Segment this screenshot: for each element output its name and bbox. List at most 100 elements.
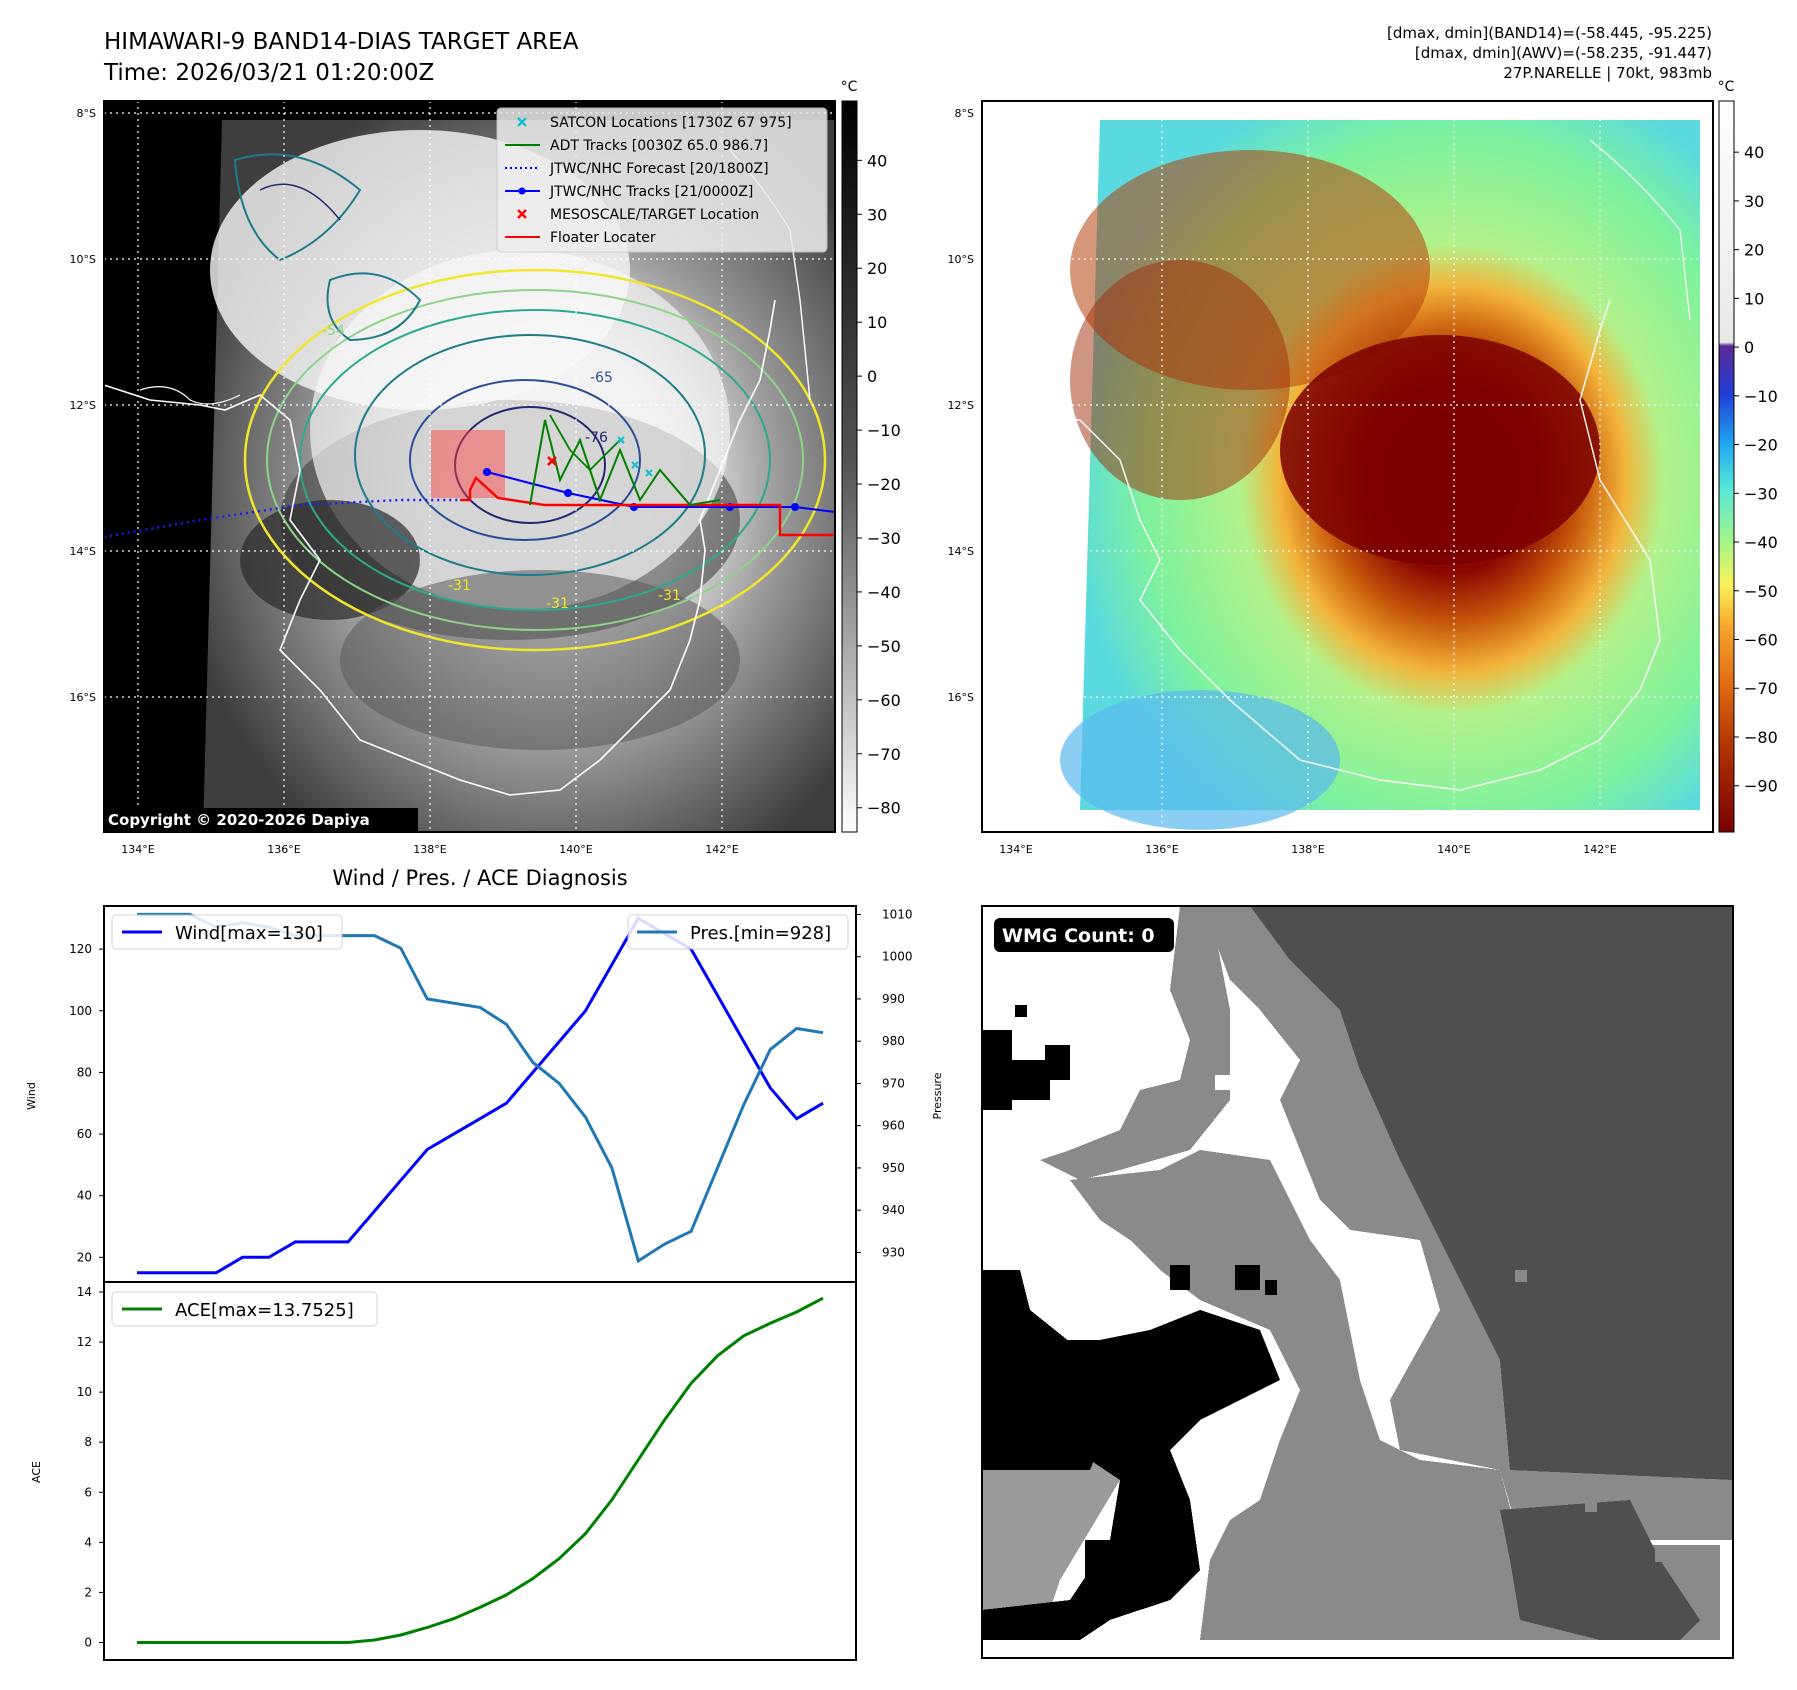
contour-label: -65 (590, 370, 613, 386)
legend-item: MESOSCALE/TARGET Location (517, 207, 759, 223)
pressure-legend: Pres.[min=928] (690, 923, 831, 944)
y-tick-label: 14 (77, 1285, 92, 1299)
legend-label: MESOSCALE/TARGET Location (550, 207, 759, 223)
colorbar-tick-label: −10 (1744, 387, 1778, 406)
colorbar-tick-label: −40 (867, 583, 901, 602)
legend-label: SATCON Locations [1730Z 67 975] (550, 115, 792, 131)
y-tick-label: 4 (84, 1535, 92, 1549)
right-colorbar: °C 40 30 20 10 0 −10 −20 −30 −40 −50 −60 −70 −80 −90 (1718, 79, 1778, 833)
stats-band14: [dmax, dmin](BAND14)=(-58.445, -95.225) (1387, 24, 1712, 42)
contour-label: -54 (322, 323, 345, 339)
y-tick-label: 60 (77, 1127, 92, 1141)
colorbar-tick-label: −80 (1744, 728, 1778, 747)
wind-legend: Wind[max=130] (175, 923, 323, 944)
colorbar-tick-label: −40 (1744, 533, 1778, 552)
contour-label: -31 (658, 588, 681, 604)
map-title-line2: Time: 2026/03/21 01:20:00Z (103, 60, 434, 86)
colorbar-tick-label: −60 (1744, 631, 1778, 650)
copyright-label: Copyright © 2020-2026 Dapiya (108, 811, 370, 829)
legend-label: JTWC/NHC Forecast [20/1800Z] (549, 161, 769, 177)
diag-title: Wind / Pres. / ACE Diagnosis (332, 866, 627, 890)
lon-tick-label: 134°E (999, 843, 1032, 856)
pressure-axis-label: Pressure (931, 1072, 944, 1119)
colorbar-tick-label: −70 (867, 745, 901, 764)
lat-tick-label: 14°S (948, 545, 974, 558)
y-tick-label: 950 (882, 1161, 905, 1175)
lon-tick-label: 136°E (1145, 843, 1178, 856)
lat-tick-label: 12°S (948, 399, 974, 412)
colorbar-tick-label: 10 (1744, 289, 1764, 308)
ir-color-map (981, 100, 1714, 833)
colorbar-tick-label: −20 (1744, 436, 1778, 455)
colorbar-tick-label: −30 (1744, 484, 1778, 503)
lon-tick-label: 136°E (267, 843, 300, 856)
y-tick-label: 10 (77, 1385, 92, 1399)
contour-label: -31 (448, 578, 471, 594)
wmg-count-label: WMG Count: 0 (1002, 925, 1155, 947)
legend-item: JTWC/NHC Forecast [20/1800Z] (505, 161, 769, 177)
stats-storm: 27P.NARELLE | 70kt, 983mb (1503, 64, 1712, 82)
colorbar-tick-label: −10 (867, 421, 901, 440)
colorbar-tick-label: −20 (867, 475, 901, 494)
legend-label: Floater Locater (550, 230, 656, 246)
lat-tick-label: 14°S (70, 545, 96, 558)
y-tick-label: 120 (69, 942, 92, 956)
colorbar-tick-label: −30 (867, 529, 901, 548)
colorbar-tick-label: −80 (867, 799, 901, 818)
colorbar-tick-label: 30 (1744, 192, 1764, 211)
colorbar-tick-label: −50 (1744, 582, 1778, 601)
ir-grey-map: -54 -31 -31 -31 -76 -65 Copyright © 2020… (103, 100, 836, 833)
legend-label: ADT Tracks [0030Z 65.0 986.7] (550, 138, 768, 154)
y-tick-label: 990 (882, 992, 905, 1006)
lat-tick-label: 10°S (70, 253, 96, 266)
legend-marker (517, 209, 527, 219)
colorbar-tick-label: 40 (867, 151, 887, 170)
colorbar-tick-label: −90 (1744, 777, 1778, 796)
colorbar-tick-label: 0 (867, 367, 877, 386)
y-tick-label: 0 (84, 1635, 92, 1649)
lat-tick-label: 16°S (948, 691, 974, 704)
legend-item: Floater Locater (505, 230, 656, 246)
lon-tick-label: 138°E (1291, 843, 1324, 856)
colorbar-tick-label: −70 (1744, 679, 1778, 698)
ace-legend: ACE[max=13.7525] (175, 1300, 354, 1321)
legend-item: SATCON Locations [1730Z 67 975] (517, 115, 792, 131)
left-colorbar: °C 40 30 20 10 0 −10 −20 −30 −40 −50 −60 −70 −80 (841, 79, 901, 833)
contour-label: -31 (546, 596, 569, 612)
colorbar-tick-label: 0 (1744, 338, 1754, 357)
map-title-line1: HIMAWARI-9 BAND14-DIAS TARGET AREA (104, 29, 579, 55)
y-tick-label: 940 (882, 1203, 905, 1217)
lon-tick-label: 134°E (121, 843, 154, 856)
lon-tick-label: 142°E (1583, 843, 1616, 856)
colorbar-tick-label: −60 (867, 691, 901, 710)
y-tick-label: 1000 (882, 950, 913, 964)
y-tick-label: 930 (882, 1245, 905, 1259)
y-tick-label: 100 (69, 1004, 92, 1018)
legend-item: ADT Tracks [0030Z 65.0 986.7] (505, 138, 768, 154)
lon-tick-label: 138°E (413, 843, 446, 856)
y-tick-label: 980 (882, 1034, 905, 1048)
map-legend: SATCON Locations [1730Z 67 975] ADT Track… (496, 107, 828, 253)
lon-tick-label: 140°E (559, 843, 592, 856)
colorbar-unit: °C (841, 79, 858, 95)
colorbar-tick-label: 20 (867, 259, 887, 278)
y-tick-label: 6 (84, 1485, 92, 1499)
lon-tick-label: 140°E (1437, 843, 1470, 856)
y-tick-label: 960 (882, 1119, 905, 1133)
y-tick-label: 970 (882, 1076, 905, 1090)
lat-tick-label: 10°S (948, 253, 974, 266)
colorbar-tick-label: 40 (1744, 143, 1764, 162)
y-tick-label: 8 (84, 1435, 92, 1449)
y-tick-label: 12 (77, 1335, 92, 1349)
legend-item: JTWC/NHC Tracks [21/0000Z] (505, 184, 753, 200)
wind-pressure-plot: 20 40 60 80 100 120 930 940 950 960 970 980 990 1000… (25, 905, 944, 1283)
lat-tick-label: 8°S (77, 107, 96, 120)
ace-plot: 0 2 4 6 8 10 12 14 ACE ACE[max=13.7525] (30, 1281, 857, 1661)
wmg-panel: WMG Count: 0 (981, 905, 1734, 1659)
colorbar-tick-label: 10 (867, 313, 887, 332)
wind-series-line (137, 916, 824, 1275)
lat-tick-label: 8°S (955, 107, 974, 120)
lon-tick-label: 142°E (705, 843, 738, 856)
colorbar-unit: °C (1718, 79, 1735, 95)
stats-awv: [dmax, dmin](AWV)=(-58.235, -91.447) (1415, 44, 1712, 62)
